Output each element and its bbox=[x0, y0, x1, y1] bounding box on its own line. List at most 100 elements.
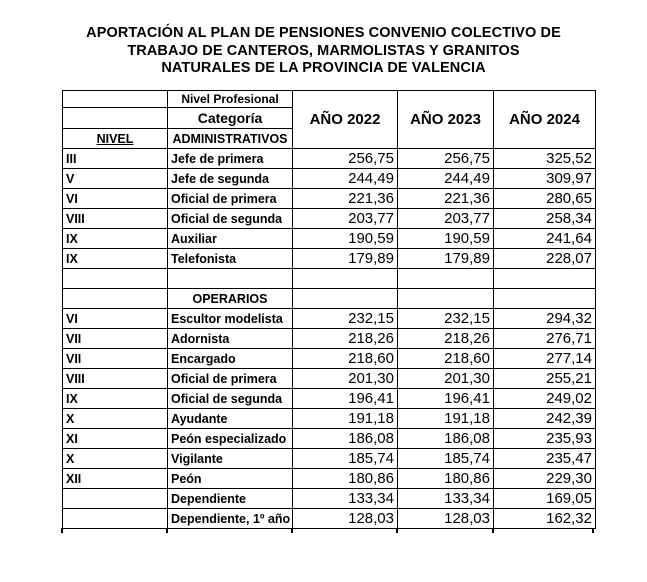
amount-2022-cell: 232,15 bbox=[292, 308, 398, 329]
table-row: X Ayudante 191,18 191,18 242,39 bbox=[62, 408, 596, 429]
header-row-1: Nivel Profesional AÑO 2022 AÑO 2023 AÑO … bbox=[62, 90, 596, 149]
table-row: XI Peón especializado 186,08 186,08 235,… bbox=[62, 428, 596, 449]
amount-2024-cell: 249,02 bbox=[493, 388, 596, 409]
amount-2023-cell: 180,86 bbox=[397, 468, 494, 489]
categoria-cell: Adornista bbox=[167, 328, 293, 349]
page-title: APORTACIÓN AL PLAN DE PENSIONES CONVENIO… bbox=[0, 25, 647, 78]
categoria-cell: Jefe de segunda bbox=[167, 168, 293, 189]
amount-2022-cell: 186,08 bbox=[292, 428, 398, 449]
categoria-header: Categoría bbox=[167, 107, 293, 129]
amount-2023-cell: 196,41 bbox=[397, 388, 494, 409]
nivel-cell: XII bbox=[62, 468, 168, 489]
categoria-cell: Oficial de segunda bbox=[167, 388, 293, 409]
nivel-cell: VI bbox=[62, 188, 168, 209]
table-row: VIII Oficial de segunda 203,77 203,77 25… bbox=[62, 208, 596, 229]
amount-2022-cell: 218,26 bbox=[292, 328, 398, 349]
amount-2023-cell: 218,60 bbox=[397, 348, 494, 369]
amount-2024-cell: 325,52 bbox=[493, 148, 596, 169]
table-row: XII Peón 180,86 180,86 229,30 bbox=[62, 468, 596, 489]
nivel-cell: IX bbox=[62, 388, 168, 409]
grid-stub bbox=[291, 528, 293, 533]
nivel-cell: IX bbox=[62, 228, 168, 249]
table-row: X Vigilante 185,74 185,74 235,47 bbox=[62, 448, 596, 469]
header-row-3: NIVEL ADMINISTRATIVOS bbox=[62, 128, 596, 149]
empty-cell bbox=[493, 288, 596, 309]
nivel-cell: VIII bbox=[62, 208, 168, 229]
amount-2022-cell: 190,59 bbox=[292, 228, 398, 249]
table-row: VII Encargado 218,60 218,60 277,14 bbox=[62, 348, 596, 369]
amount-2024-cell: 169,05 bbox=[493, 488, 596, 509]
operarios-section-header: OPERARIOS bbox=[167, 288, 293, 309]
amount-2022-cell: 218,60 bbox=[292, 348, 398, 369]
amount-2023-cell: 244,49 bbox=[397, 168, 494, 189]
amount-2022-cell: 179,89 bbox=[292, 248, 398, 269]
amount-2024-cell: 229,30 bbox=[493, 468, 596, 489]
table-row: VI Escultor modelista 232,15 232,15 294,… bbox=[62, 308, 596, 329]
categoria-cell: Oficial de segunda bbox=[167, 208, 293, 229]
nivel-cell: V bbox=[62, 168, 168, 189]
amount-2022-cell: 180,86 bbox=[292, 468, 398, 489]
nivel-cell: VI bbox=[62, 308, 168, 329]
amount-2024-cell: 228,07 bbox=[493, 248, 596, 269]
table-row: VIII Oficial de primera 201,30 201,30 25… bbox=[62, 368, 596, 389]
amount-2023-cell: 190,59 bbox=[397, 228, 494, 249]
amount-2023-cell: 256,75 bbox=[397, 148, 494, 169]
title-line-1: APORTACIÓN AL PLAN DE PENSIONES CONVENIO… bbox=[86, 25, 561, 41]
year-2023-header: AÑO 2023 bbox=[397, 90, 494, 149]
separator-row bbox=[62, 268, 596, 289]
nivel-header: NIVEL bbox=[62, 128, 168, 149]
categoria-cell: Encargado bbox=[167, 348, 293, 369]
amount-2023-cell: 221,36 bbox=[397, 188, 494, 209]
amount-2024-cell: 241,64 bbox=[493, 228, 596, 249]
categoria-cell: Telefonista bbox=[167, 248, 293, 269]
grid-stub bbox=[166, 528, 168, 533]
amount-2022-cell: 203,77 bbox=[292, 208, 398, 229]
categoria-cell: Oficial de primera bbox=[167, 188, 293, 209]
operarios-section-row: OPERARIOS bbox=[62, 288, 596, 309]
amount-2022-cell: 185,74 bbox=[292, 448, 398, 469]
amount-2022-cell: 196,41 bbox=[292, 388, 398, 409]
amount-2023-cell: 218,26 bbox=[397, 328, 494, 349]
nivel-cell: VII bbox=[62, 348, 168, 369]
amount-2023-cell: 232,15 bbox=[397, 308, 494, 329]
nivel-cell: XI bbox=[62, 428, 168, 449]
table-row: IX Auxiliar 190,59 190,59 241,64 bbox=[62, 228, 596, 249]
grid-stub bbox=[492, 528, 494, 533]
categoria-cell: Vigilante bbox=[167, 448, 293, 469]
amount-2022-cell: 244,49 bbox=[292, 168, 398, 189]
nivel-cell: X bbox=[62, 448, 168, 469]
nivel-cell bbox=[62, 508, 168, 529]
amount-2023-cell: 179,89 bbox=[397, 248, 494, 269]
nivel-cell: VIII bbox=[62, 368, 168, 389]
categoria-cell: Oficial de primera bbox=[167, 368, 293, 389]
amount-2022-cell: 201,30 bbox=[292, 368, 398, 389]
amount-2023-cell: 191,18 bbox=[397, 408, 494, 429]
grid-stub bbox=[61, 528, 63, 533]
nivel-cell: VII bbox=[62, 328, 168, 349]
table-row: VII Adornista 218,26 218,26 276,71 bbox=[62, 328, 596, 349]
categoria-cell: Ayudante bbox=[167, 408, 293, 429]
amount-2023-cell: 186,08 bbox=[397, 428, 494, 449]
nivel-cell bbox=[62, 488, 168, 509]
blank-header-cell bbox=[62, 90, 168, 108]
grid-stub bbox=[396, 528, 398, 533]
table-row: III Jefe de primera 256,75 256,75 325,52 bbox=[62, 148, 596, 169]
amount-2023-cell: 128,03 bbox=[397, 508, 494, 529]
amount-2022-cell: 133,34 bbox=[292, 488, 398, 509]
amount-2023-cell: 185,74 bbox=[397, 448, 494, 469]
blank-header-cell bbox=[62, 107, 168, 129]
categoria-cell: Auxiliar bbox=[167, 228, 293, 249]
empty-cell bbox=[292, 268, 398, 289]
categoria-cell: Dependiente, 1º año bbox=[167, 508, 293, 529]
nivel-cell: III bbox=[62, 148, 168, 169]
table-row: V Jefe de segunda 244,49 244,49 309,97 bbox=[62, 168, 596, 189]
amount-2023-cell: 133,34 bbox=[397, 488, 494, 509]
pension-contribution-table: Nivel Profesional AÑO 2022 AÑO 2023 AÑO … bbox=[62, 90, 596, 529]
year-2024-header: AÑO 2024 bbox=[493, 90, 596, 149]
empty-cell bbox=[493, 268, 596, 289]
grid-stub bbox=[592, 528, 594, 533]
amount-2024-cell: 258,34 bbox=[493, 208, 596, 229]
empty-cell bbox=[62, 268, 168, 289]
administrativos-section-header: ADMINISTRATIVOS bbox=[167, 128, 293, 149]
